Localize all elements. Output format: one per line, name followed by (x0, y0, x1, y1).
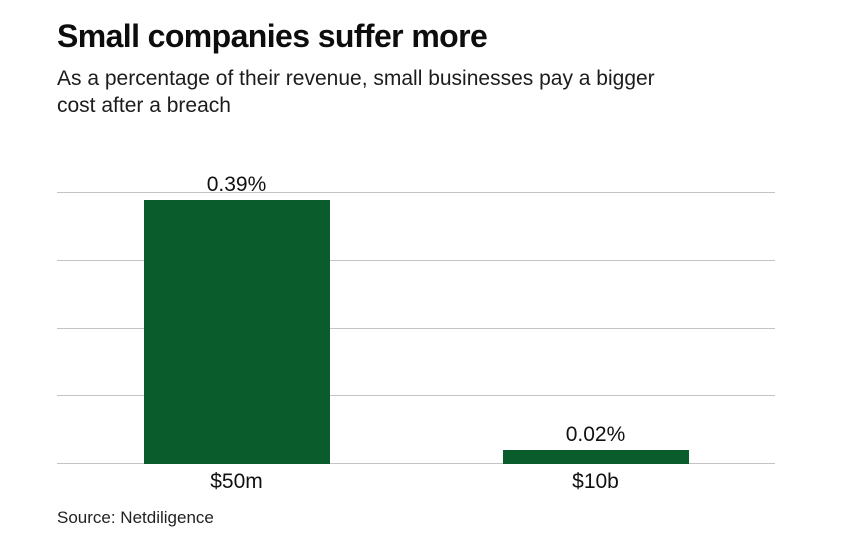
chart-title: Small companies suffer more (57, 18, 488, 54)
source-note: Source: Netdiligence (57, 508, 214, 527)
bar-column: 0.02% (416, 193, 775, 464)
x-labels: $50m $10b (57, 470, 775, 494)
chart-subtitle: As a percentage of their revenue, small … (57, 67, 655, 117)
bars: 0.39% 0.02% (57, 173, 775, 464)
x-axis-label: $10b (572, 470, 619, 493)
plot-area: 0.39% 0.02% (57, 173, 775, 464)
bar-50m: 0.39% (143, 173, 330, 464)
x-axis-label: $50m (210, 470, 263, 493)
bar-chart: 0.39% 0.02% $50m $10b (57, 173, 775, 494)
gridline (57, 395, 775, 397)
gridline (57, 327, 775, 329)
bar-value-label: 0.39% (206, 172, 267, 196)
bar-column: 0.39% (57, 173, 416, 464)
gridline (57, 192, 775, 193)
bar-value-label: 0.02% (565, 423, 626, 447)
gridline (57, 259, 775, 261)
bar-10b: 0.02% (502, 423, 689, 464)
gridline (57, 463, 775, 464)
